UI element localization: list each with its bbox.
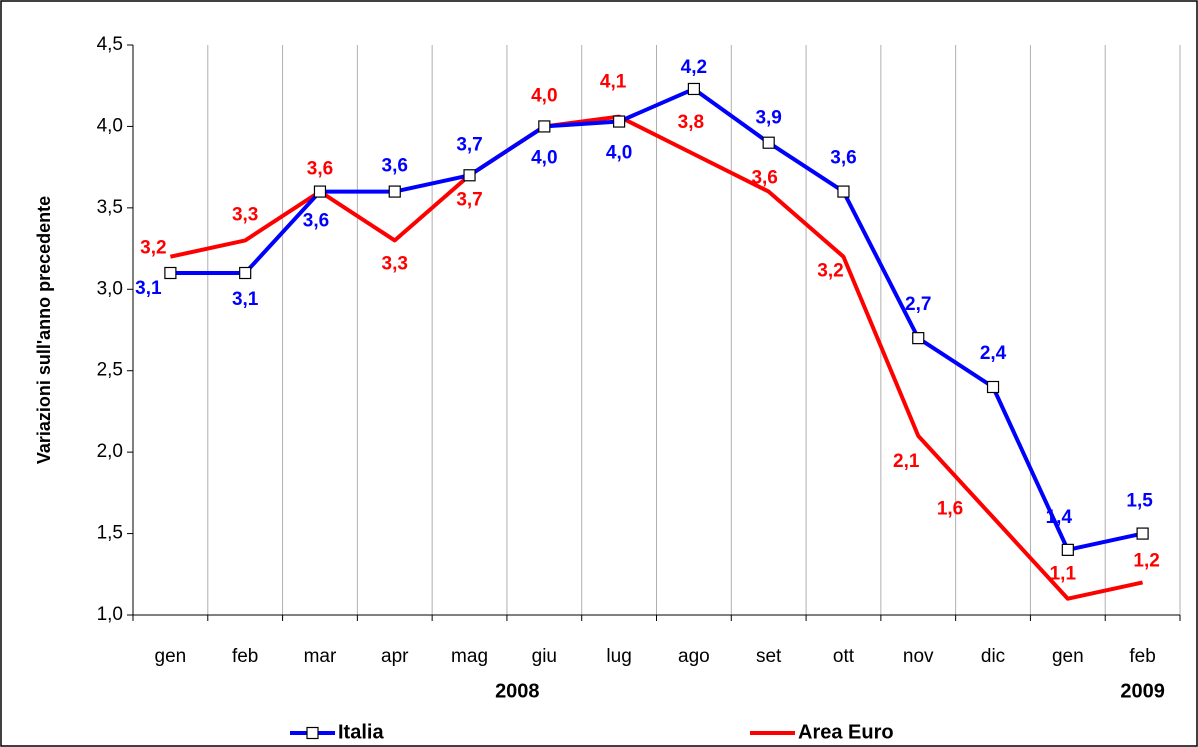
y-tick-label: 1,0 [97, 604, 123, 625]
x-tick-label: feb [232, 646, 258, 667]
x-tick-label: apr [381, 646, 409, 667]
x-tick-label: nov [903, 646, 934, 667]
point-marker [687, 82, 700, 96]
data-label: 3,2 [140, 238, 166, 259]
x-tick-label: gen [1052, 646, 1084, 667]
point-marker [239, 266, 252, 280]
year-label: 2008 [495, 680, 540, 702]
data-label: 3,1 [135, 278, 162, 299]
y-tick-label: 1,5 [97, 523, 123, 544]
y-tick-label: 3,5 [97, 197, 123, 218]
data-label: 3,3 [232, 204, 258, 225]
point-marker [313, 185, 327, 198]
x-tick-label: set [756, 646, 782, 667]
data-label: 4,1 [600, 72, 627, 93]
point-marker [1061, 543, 1074, 556]
x-tick-label: gen [155, 646, 187, 667]
data-label: 3,6 [303, 211, 329, 232]
data-label: 1,6 [937, 498, 963, 519]
series-line [170, 86, 1144, 552]
legend-marker [306, 726, 319, 740]
y-tick-label: 4,0 [97, 115, 123, 136]
data-label: 3,9 [755, 108, 781, 129]
x-tick-label: mag [451, 646, 488, 667]
data-label: 2,4 [980, 343, 1007, 364]
y-tick-label: 3,0 [97, 278, 123, 299]
year-label: 2009 [1120, 680, 1165, 702]
data-label: 2,7 [905, 294, 931, 315]
point-marker [538, 120, 551, 133]
data-label: 3,6 [830, 148, 856, 169]
point-marker [912, 332, 925, 345]
point-marker [613, 115, 626, 128]
point-marker [164, 266, 177, 280]
x-tick-label: feb [1129, 646, 1155, 667]
data-label: 1,5 [1126, 491, 1153, 512]
data-label: 3,7 [456, 134, 482, 155]
data-label: 2,1 [893, 451, 920, 472]
series-line [169, 114, 1144, 601]
data-label: 3,6 [382, 156, 408, 177]
point-marker [986, 380, 1000, 394]
x-tick-label: dic [981, 646, 1005, 667]
x-tick-label: lug [606, 646, 631, 667]
data-label: 3,2 [817, 261, 843, 282]
data-label: 4,0 [531, 85, 557, 106]
point-marker [1136, 527, 1149, 540]
y-tick-label: 2,5 [97, 360, 123, 381]
legend-label: Italia [338, 721, 384, 743]
data-label: 3,6 [307, 159, 333, 180]
data-label: 1,4 [1046, 507, 1073, 528]
data-label: 1,2 [1133, 550, 1159, 571]
data-label: 3,1 [232, 289, 259, 310]
x-tick-label: mar [304, 646, 337, 667]
data-label: 4,2 [681, 57, 707, 78]
y-tick-label: 4,5 [97, 34, 123, 55]
point-marker [388, 185, 401, 198]
y-axis-title: Variazioni sull'anno precedente [34, 196, 54, 464]
data-label: 1,1 [1050, 564, 1077, 585]
data-label: 3,6 [751, 168, 777, 189]
data-label: 4,0 [606, 143, 632, 164]
point-marker [463, 169, 476, 182]
point-marker [837, 185, 850, 198]
data-label: 4,0 [531, 147, 557, 168]
x-tick-label: ott [833, 646, 855, 667]
data-label: 3,3 [382, 253, 408, 274]
legend-label: Area Euro [798, 721, 894, 743]
y-tick-label: 2,0 [97, 441, 123, 462]
x-tick-label: ago [678, 646, 710, 667]
data-label: 3,8 [678, 112, 704, 133]
data-label: 3,7 [456, 189, 482, 210]
point-marker [762, 136, 775, 149]
x-tick-label: giu [532, 646, 557, 667]
